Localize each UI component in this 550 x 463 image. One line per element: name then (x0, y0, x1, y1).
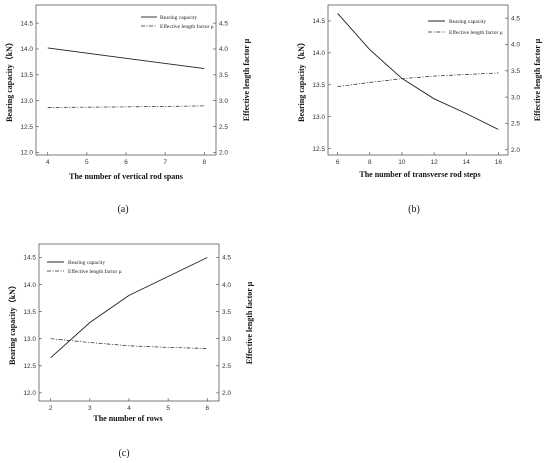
panel-b: 6 8 10 12 14 16 12.5 13.0 13.5 14.0 14.5 2.0 2.5 3.0 3… (296, 4, 542, 215)
bearing-capacity-line-a (47, 47, 205, 70)
y2-tick-label-b: 4.0 (511, 42, 520, 49)
legend-c: Bearing capacity Effective length factor… (47, 260, 122, 275)
x-tick-label-c: 4 (127, 405, 131, 412)
x-tick-label-c: 6 (205, 405, 209, 412)
caption-b: (b) (408, 204, 420, 215)
y-tick-label-c: 13.5 (23, 309, 36, 316)
y2-tick-label-b: 2.5 (511, 121, 520, 128)
legend-label-bearing-a: Bearing capacity (160, 15, 197, 21)
legend-label-bearing-c: Bearing capacity (68, 260, 105, 266)
y-tick-label-a: 13.5 (20, 72, 33, 79)
legend-label-factor-b: Effective length factor μ (449, 29, 503, 36)
y2-tick-label-c: 3.5 (222, 309, 231, 316)
y-axis-title-b: Bearing capacity（kN） (296, 38, 306, 122)
y-axis-title-a: Bearing capacity（kN） (4, 38, 14, 122)
legend-b: Bearing capacity Effective length factor… (428, 19, 503, 36)
effective-length-factor-line-c (50, 338, 208, 349)
y-tick-label-a: 12.5 (20, 124, 33, 131)
y-tick-label-a: 12.0 (20, 150, 33, 157)
x-tick-label-c: 3 (88, 405, 92, 412)
y2-axis-title-a: Effective length factor μ (242, 38, 251, 121)
x-tick-label-b: 10 (398, 159, 406, 166)
y2-tick-label-c: 3.0 (222, 336, 231, 343)
x-tick-label-b: 8 (368, 159, 372, 166)
y2-tick-label-c: 4.5 (222, 255, 231, 262)
chart-layer-c: 2 3 4 5 6 12.0 12.5 13.0 13.5 14.0 14.5 2.0 2.5 3.0 3.… (23, 255, 231, 412)
y-tick-label-c: 14.0 (23, 282, 36, 289)
legend-label-factor-c: Effective length factor μ (68, 268, 122, 275)
y2-tick-label-a: 3.5 (219, 72, 228, 79)
plot-frame-c (38, 243, 220, 402)
y2-tick-label-b: 3.5 (511, 68, 520, 75)
y-tick-label-c: 12.0 (23, 390, 36, 397)
x-tick-label-b: 6 (336, 159, 340, 166)
legend-a: Bearing capacity Effective length factor… (141, 15, 214, 30)
y2-axis-title-c: Effective length factor μ (245, 281, 254, 364)
bearing-capacity-line-c (50, 257, 208, 359)
x-axis-title-a: The number of vertical rod spans (69, 172, 183, 181)
y2-tick-label-b: 3.0 (511, 94, 520, 101)
x-tick-label-b: 16 (495, 159, 503, 166)
y2-axis-title-b: Effective length factor μ (533, 38, 542, 121)
y2-tick-label-a: 4.0 (219, 46, 228, 53)
y2-tick-label-a: 3.0 (219, 98, 228, 105)
x-tick-label-a: 7 (163, 159, 167, 166)
chart-layer-b: 6 8 10 12 14 16 12.5 13.0 13.5 14.0 14.5 2.0 2.5 3.0 3… (312, 13, 520, 166)
caption-a: (a) (117, 204, 128, 215)
y-tick-label-a: 14.0 (20, 46, 33, 53)
x-tick-label-b: 14 (463, 159, 471, 166)
y-tick-label-c: 14.5 (23, 255, 36, 262)
y2-tick-label-a: 2.0 (219, 150, 228, 157)
effective-length-factor-line-a (47, 105, 205, 108)
y-tick-label-b: 13.0 (312, 114, 325, 121)
chart-layer-a: 4 5 6 7 8 12.0 12.5 13.0 13.5 14.0 14.5 2.0 2.5 3.0 3.… (20, 20, 228, 166)
x-tick-label-b: 12 (430, 159, 438, 166)
effective-length-factor-line-b (337, 72, 499, 87)
plot-frame-b (327, 4, 509, 156)
y-tick-label-c: 13.0 (23, 336, 36, 343)
y2-tick-label-b: 4.5 (511, 15, 520, 22)
y2-tick-label-a: 4.5 (219, 20, 228, 27)
y2-tick-label-b: 2.0 (511, 147, 520, 154)
caption-c: (c) (118, 448, 129, 459)
x-tick-label-c: 5 (166, 405, 170, 412)
y2-tick-label-c: 4.0 (222, 282, 231, 289)
panel-c: 2 3 4 5 6 12.0 12.5 13.0 13.5 14.0 14.5 2.0 2.5 3.0 3.… (7, 243, 254, 459)
bearing-capacity-line-b (337, 13, 499, 130)
y-tick-label-b: 13.5 (312, 82, 325, 89)
y2-tick-label-a: 2.5 (219, 124, 228, 131)
x-tick-label-c: 2 (49, 405, 53, 412)
panel-a: 4 5 6 7 8 12.0 12.5 13.0 13.5 14.0 14.5 2.0 2.5 3.0 3.… (4, 4, 251, 215)
y-tick-label-b: 14.0 (312, 50, 325, 57)
y-tick-label-b: 12.5 (312, 146, 325, 153)
y2-tick-label-c: 2.0 (222, 390, 231, 397)
x-tick-label-a: 5 (85, 159, 89, 166)
x-tick-label-a: 6 (124, 159, 128, 166)
y-axis-title-c: Bearing capacity（kN） (7, 281, 17, 365)
x-tick-label-a: 4 (46, 159, 50, 166)
x-tick-label-a: 8 (202, 159, 206, 166)
y2-tick-label-c: 2.5 (222, 363, 231, 370)
legend-label-bearing-b: Bearing capacity (449, 19, 486, 25)
y-tick-label-a: 13.0 (20, 98, 33, 105)
y-tick-label-a: 14.5 (20, 20, 33, 27)
x-axis-title-c: The number of rows (93, 414, 162, 423)
y-tick-label-c: 12.5 (23, 363, 36, 370)
y-tick-label-b: 14.5 (312, 18, 325, 25)
x-axis-title-b: The number of transverse rod steps (359, 170, 480, 179)
legend-label-factor-a: Effective length factor μ (160, 23, 214, 30)
